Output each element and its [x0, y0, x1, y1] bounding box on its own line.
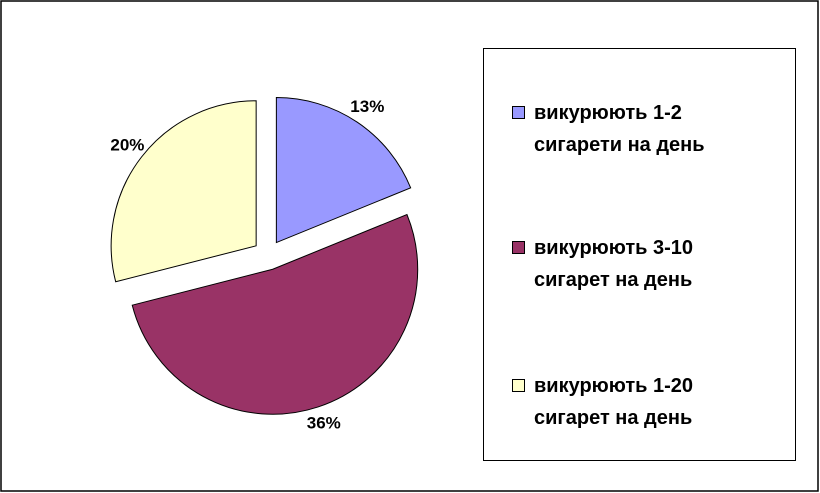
legend-entry: викурюють 1-20 сигарет на день	[512, 370, 762, 434]
legend-entry: викурюють 3-10 сигарет на день	[512, 232, 762, 296]
legend-swatch	[512, 241, 525, 254]
legend-swatch	[512, 106, 525, 119]
legend-label: викурюють 1-20 сигарет на день	[534, 375, 694, 429]
data-label: 36%	[307, 414, 341, 433]
pie-slice	[131, 213, 419, 415]
legend: викурюють 1-2 сигарети на день викурюють …	[483, 48, 796, 461]
pie-slice	[110, 100, 257, 283]
data-label: 20%	[110, 135, 144, 154]
pie-slice	[275, 97, 412, 244]
legend-swatch	[512, 379, 525, 392]
legend-label: викурюють 1-2 сигарети на день	[534, 102, 705, 156]
data-label: 13%	[350, 97, 384, 116]
legend-label: викурюють 3-10 сигарет на день	[534, 237, 694, 291]
legend-entry: викурюють 1-2 сигарети на день	[512, 97, 762, 161]
